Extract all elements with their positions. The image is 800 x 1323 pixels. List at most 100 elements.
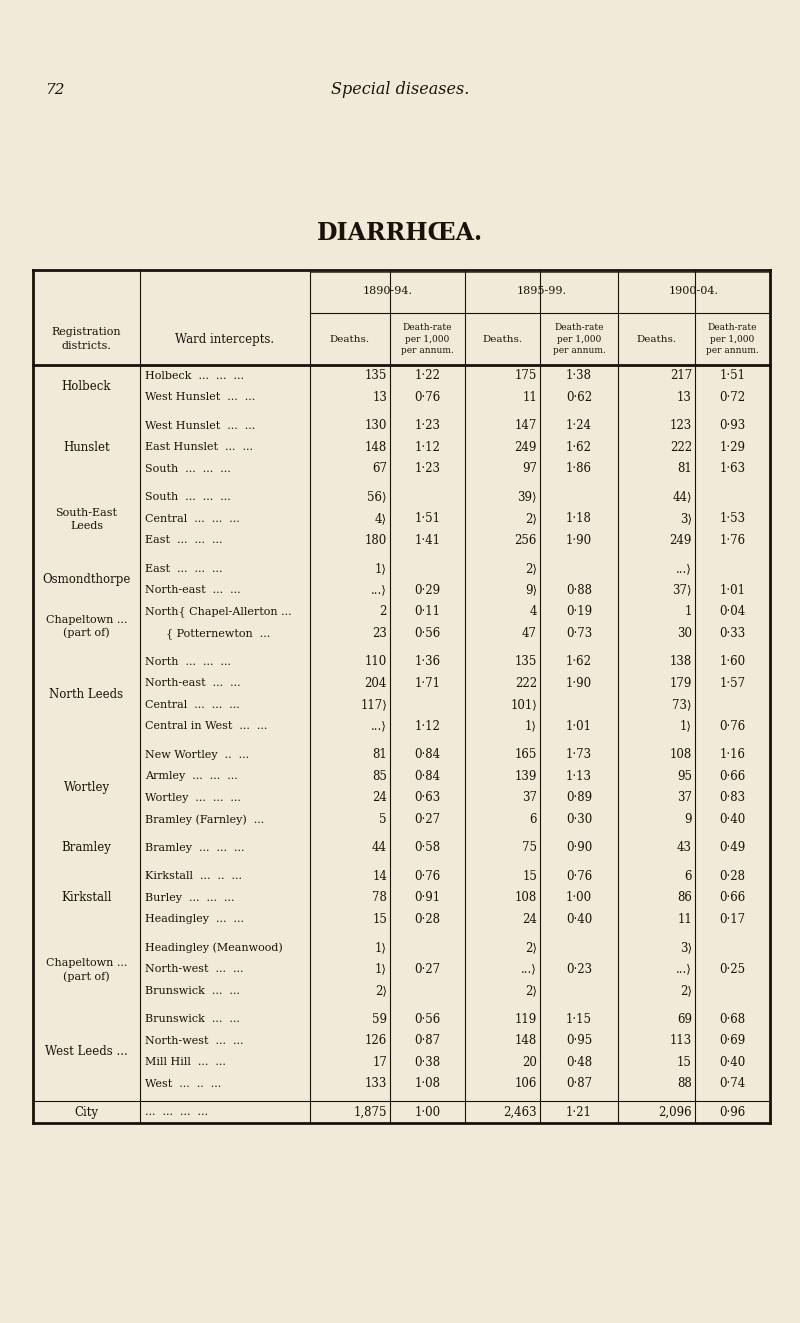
Text: 2⟩: 2⟩ [525, 984, 537, 998]
Text: 0·87: 0·87 [566, 1077, 592, 1090]
Text: 1⟩: 1⟩ [525, 720, 537, 733]
Text: Ward intercepts.: Ward intercepts. [175, 332, 274, 345]
Text: ...  ...  ...  ...: ... ... ... ... [145, 1107, 208, 1117]
Text: 108: 108 [670, 749, 692, 761]
Text: 0·62: 0·62 [566, 390, 592, 404]
Text: North Leeds: North Leeds [50, 688, 123, 700]
Text: 123: 123 [670, 419, 692, 433]
Text: 11: 11 [678, 913, 692, 926]
Text: 0·49: 0·49 [719, 841, 746, 855]
Text: 0·40: 0·40 [719, 1056, 746, 1069]
Text: North-east  ...  ...: North-east ... ... [145, 585, 241, 595]
Text: 126: 126 [365, 1035, 387, 1048]
Text: Death-rate
per 1,000
per annum.: Death-rate per 1,000 per annum. [401, 323, 454, 355]
Text: Burley  ...  ...  ...: Burley ... ... ... [145, 893, 234, 902]
Text: 15: 15 [677, 1056, 692, 1069]
Text: 4⟩: 4⟩ [375, 512, 387, 525]
Text: 0·38: 0·38 [414, 1056, 441, 1069]
Text: 24: 24 [522, 913, 537, 926]
Text: 75: 75 [522, 841, 537, 855]
Text: 1·57: 1·57 [719, 677, 746, 689]
Text: 9⟩: 9⟩ [525, 583, 537, 597]
Text: 0·63: 0·63 [414, 791, 441, 804]
Text: 0·25: 0·25 [719, 963, 746, 976]
Text: 37⟩: 37⟩ [672, 583, 692, 597]
Text: 2⟩: 2⟩ [525, 512, 537, 525]
Text: East Hunslet  ...  ...: East Hunslet ... ... [145, 442, 253, 452]
Text: 1·23: 1·23 [414, 419, 441, 433]
Text: 13: 13 [677, 390, 692, 404]
Text: 0·91: 0·91 [414, 892, 441, 904]
Text: 2⟩: 2⟩ [680, 984, 692, 998]
Text: 1⟩: 1⟩ [375, 963, 387, 976]
Text: 85: 85 [372, 770, 387, 783]
Text: 165: 165 [514, 749, 537, 761]
Text: 1·15: 1·15 [566, 1012, 592, 1025]
Text: 1·86: 1·86 [566, 462, 592, 475]
Text: 1·71: 1·71 [414, 677, 441, 689]
Text: 1·51: 1·51 [414, 512, 441, 525]
Text: 23: 23 [372, 627, 387, 640]
Text: Mill Hill  ...  ...: Mill Hill ... ... [145, 1057, 226, 1068]
Text: 1900-04.: 1900-04. [669, 287, 719, 296]
Text: 0·28: 0·28 [414, 913, 441, 926]
Text: Wortley  ...  ...  ...: Wortley ... ... ... [145, 792, 241, 803]
Text: South-East: South-East [55, 508, 118, 517]
Text: 5: 5 [379, 812, 387, 826]
Text: 1·62: 1·62 [566, 441, 592, 454]
Text: 0·89: 0·89 [566, 791, 592, 804]
Text: 3⟩: 3⟩ [680, 512, 692, 525]
Text: 1·16: 1·16 [719, 749, 746, 761]
Text: 0·23: 0·23 [566, 963, 592, 976]
Text: 6: 6 [530, 812, 537, 826]
Text: 59: 59 [372, 1012, 387, 1025]
Text: 0·40: 0·40 [566, 913, 592, 926]
Text: West  ...  ..  ...: West ... .. ... [145, 1078, 222, 1089]
Text: Deaths.: Deaths. [637, 335, 677, 344]
Text: 15: 15 [372, 913, 387, 926]
Text: 43: 43 [677, 841, 692, 855]
Text: Deaths.: Deaths. [482, 335, 522, 344]
Text: 73⟩: 73⟩ [672, 699, 692, 712]
Text: 0·28: 0·28 [719, 869, 746, 882]
Text: 0·83: 0·83 [719, 791, 746, 804]
Text: 97: 97 [522, 462, 537, 475]
Text: 204: 204 [365, 677, 387, 689]
Text: 1·63: 1·63 [719, 462, 746, 475]
Text: 148: 148 [514, 1035, 537, 1048]
Text: 1·36: 1·36 [414, 655, 441, 668]
Text: Death-rate
per 1,000
per annum.: Death-rate per 1,000 per annum. [706, 323, 759, 355]
Text: Bramley  ...  ...  ...: Bramley ... ... ... [145, 843, 245, 853]
Text: 1·01: 1·01 [719, 583, 746, 597]
Text: Brunswick  ...  ...: Brunswick ... ... [145, 986, 240, 996]
Text: 1·23: 1·23 [414, 462, 441, 475]
Text: Kirkstall: Kirkstall [62, 892, 112, 904]
Text: Special diseases.: Special diseases. [331, 82, 469, 98]
Text: 1890-94.: 1890-94. [362, 287, 413, 296]
Text: 44: 44 [372, 841, 387, 855]
Text: 1⟩: 1⟩ [375, 562, 387, 576]
Text: 69: 69 [677, 1012, 692, 1025]
Text: (part of): (part of) [63, 627, 110, 638]
Text: Armley  ...  ...  ...: Armley ... ... ... [145, 771, 238, 782]
Text: Leeds: Leeds [70, 521, 103, 531]
Text: Bramley: Bramley [62, 841, 111, 855]
Text: 47: 47 [522, 627, 537, 640]
Text: 0·30: 0·30 [566, 812, 592, 826]
Text: New Wortley  ..  ...: New Wortley .. ... [145, 750, 249, 759]
Text: Chapeltown ...: Chapeltown ... [46, 615, 127, 624]
Text: 6: 6 [685, 869, 692, 882]
Text: ...⟩: ...⟩ [676, 562, 692, 576]
Text: South  ...  ...  ...: South ... ... ... [145, 464, 230, 474]
Text: 0·17: 0·17 [719, 913, 746, 926]
Text: 0·84: 0·84 [414, 770, 441, 783]
Text: 0·88: 0·88 [566, 583, 592, 597]
Text: 0·84: 0·84 [414, 749, 441, 761]
Text: 0·27: 0·27 [414, 963, 441, 976]
Text: Bramley (Farnley)  ...: Bramley (Farnley) ... [145, 814, 264, 824]
Text: 30: 30 [677, 627, 692, 640]
Text: 135: 135 [365, 369, 387, 382]
Text: 1·38: 1·38 [566, 369, 592, 382]
Text: 86: 86 [677, 892, 692, 904]
Text: 0·40: 0·40 [719, 812, 746, 826]
